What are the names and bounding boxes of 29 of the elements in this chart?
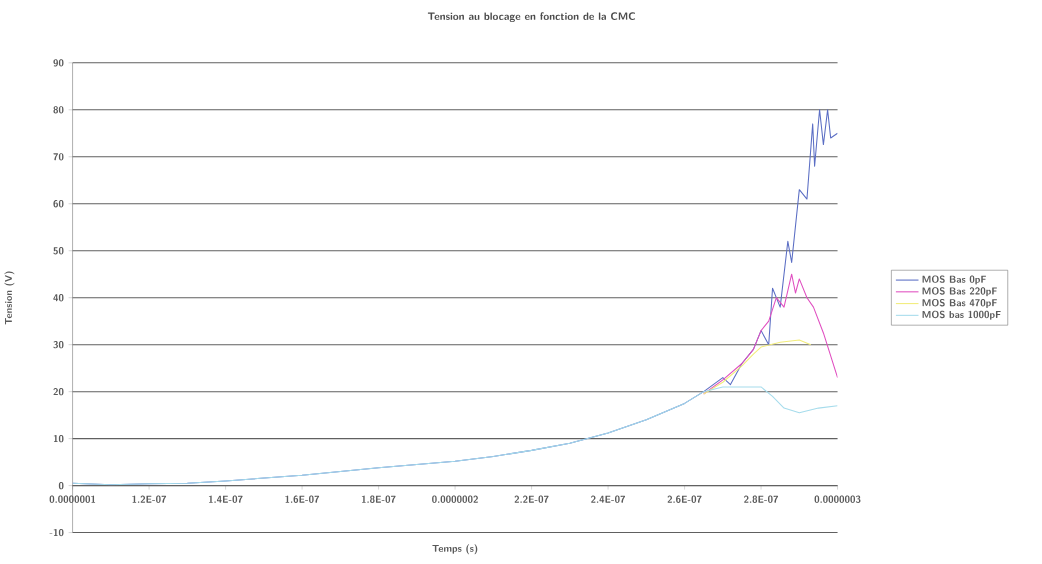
- legend-label: MOS Bas 470pF: [922, 299, 997, 309]
- legend-label: MOS bas 1000pF: [922, 311, 1001, 321]
- y-tick-label: 50: [53, 247, 64, 255]
- x-tick-label: 2.4E-07: [591, 495, 626, 504]
- y-tick-label: 40: [53, 294, 64, 302]
- y-tick-label: 20: [53, 388, 64, 396]
- x-tick-label: 1.2E-07: [132, 495, 167, 504]
- y-tick-label: 90: [53, 59, 64, 67]
- x-axis-title: Temps (s): [432, 544, 478, 555]
- x-tick-label: 1.6E-07: [285, 495, 320, 504]
- x-tick-label: 0.0000002: [432, 495, 478, 504]
- legend-label: MOS Bas 220pF: [922, 287, 997, 297]
- y-tick-label: 30: [53, 341, 64, 349]
- y-tick-label: 70: [53, 153, 64, 161]
- x-tick-label: 0.0000001: [49, 495, 96, 504]
- chart-title: Tension au blocage en fonction de la CMC: [427, 12, 636, 23]
- y-tick-label: -10: [49, 529, 64, 537]
- y-tick-label: 80: [53, 106, 64, 114]
- y-tick-label: 10: [53, 435, 64, 443]
- x-tick-label: 1.4E-07: [208, 495, 243, 504]
- x-tick-label: 2.6E-07: [667, 495, 702, 504]
- legend-label: MOS Bas 0pF: [922, 275, 986, 285]
- y-tick-label: 60: [53, 200, 64, 208]
- y-axis-title: Tension (V): [4, 271, 15, 325]
- x-tick-label: 1.8E-07: [361, 495, 396, 504]
- x-tick-label: 2.2E-07: [514, 495, 549, 504]
- y-tick-label: 0: [58, 482, 64, 490]
- x-tick-label: 0.0000003: [814, 495, 861, 504]
- x-tick-label: 2.8E-07: [744, 495, 779, 504]
